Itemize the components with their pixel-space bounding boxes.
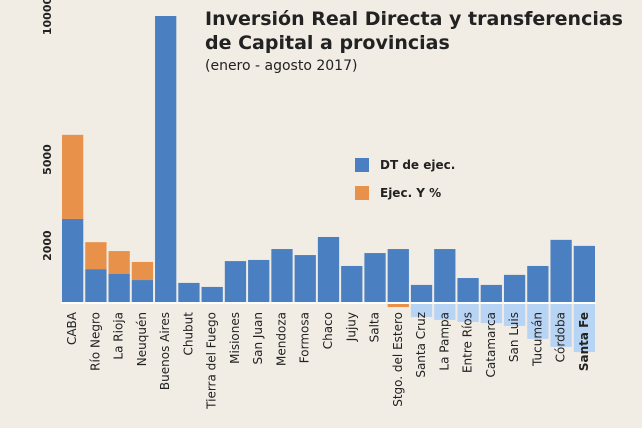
bar: [131, 261, 154, 281]
legend-swatch: [355, 186, 369, 200]
x-tick-label: San Juan: [251, 312, 265, 365]
x-tick-label: Stgo. del Estero: [391, 312, 405, 407]
chart-title: Inversión Real Directa y transferencias: [205, 8, 623, 30]
bar: [131, 280, 154, 303]
bar: [410, 303, 433, 318]
bar: [248, 259, 270, 303]
bar: [457, 303, 479, 322]
legend-swatch: [355, 158, 369, 172]
x-tick-label: Jujuy: [344, 312, 358, 342]
bar: [573, 245, 595, 303]
y-tick-label: 5000: [41, 144, 54, 175]
x-tick-label: La Pampa: [437, 312, 451, 371]
x-tick-label: Chaco: [321, 312, 335, 349]
bar: [457, 278, 479, 303]
bar: [550, 303, 572, 347]
bar: [108, 251, 130, 275]
x-tick-label: La Rioja: [112, 312, 126, 360]
bar: [503, 274, 526, 303]
x-tick-label: Entre Ríos: [461, 312, 475, 373]
x-tick-label: Chubut: [181, 312, 195, 356]
legend-label: DT de ejec.: [380, 158, 455, 172]
bar: [317, 236, 340, 303]
bar: [480, 303, 502, 324]
bar: [410, 284, 433, 303]
x-tick-label: Formosa: [298, 312, 312, 363]
bar: [85, 242, 107, 270]
bar: [155, 16, 177, 303]
x-tick-label: Córdoba: [554, 312, 568, 362]
bar: [503, 303, 526, 326]
x-tick-label: Río Negro: [88, 312, 102, 371]
bar: [434, 303, 456, 320]
chart-title: de Capital a provincias: [205, 32, 450, 54]
x-tick-label: Santa Cruz: [414, 312, 428, 378]
legend-label: Ejec. Y %: [380, 186, 441, 200]
chart-subtitle: (enero - agosto 2017): [205, 58, 357, 74]
bar: [550, 239, 572, 303]
bar: [364, 253, 386, 303]
bar: [62, 134, 84, 219]
x-tick-label: San Luis: [507, 312, 521, 362]
bar: [271, 249, 293, 303]
x-tick-label: Misiones: [228, 312, 242, 364]
bar: [387, 303, 409, 308]
bar: [62, 218, 84, 303]
y-tick-label: 10000: [41, 0, 54, 35]
bar: [85, 269, 107, 303]
bar: [224, 261, 247, 303]
bar: [480, 284, 502, 303]
bar: [178, 282, 200, 303]
x-tick-label: Mendoza: [274, 312, 288, 366]
x-tick-label: Catamarca: [484, 312, 498, 377]
x-tick-label: Buenos Aires: [158, 312, 172, 390]
bar: [387, 249, 409, 303]
x-tick-label: Neuquén: [135, 312, 149, 366]
x-tick-label: Salta: [368, 312, 382, 342]
bar: [573, 303, 595, 353]
bar: [434, 249, 456, 303]
x-tick-label: Santa Fe: [577, 312, 591, 371]
y-tick-label: 2000: [41, 230, 54, 261]
bar: [294, 255, 316, 303]
bar: [341, 265, 363, 303]
x-tick-label: CABA: [65, 311, 79, 345]
bar: [201, 286, 223, 303]
bar: [108, 274, 130, 303]
x-tick-label: Tierra del Fuego: [205, 312, 219, 410]
x-tick-label: Tucumán: [530, 312, 544, 367]
bar: [527, 303, 549, 339]
bar: [527, 265, 549, 303]
